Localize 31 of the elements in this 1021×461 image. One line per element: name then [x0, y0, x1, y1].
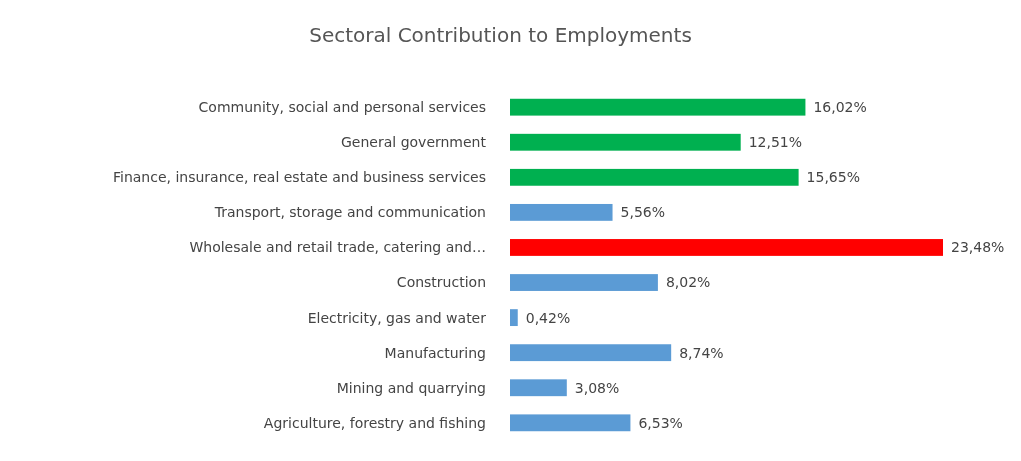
data-label: 16,02%: [813, 99, 867, 116]
bar: [510, 379, 567, 397]
y-tick-label: General government: [341, 134, 487, 151]
data-label: 12,51%: [748, 134, 803, 151]
y-tick-label: Manufacturing: [384, 344, 486, 361]
y-tick-label: Mining and quarrying: [336, 379, 486, 396]
bar: [510, 414, 631, 432]
y-tick-label: Electricity, gas and water: [307, 309, 487, 326]
bar: [510, 309, 518, 327]
data-label: 23,48%: [951, 239, 1005, 256]
data-label: 6,53%: [638, 414, 683, 431]
bar: [510, 274, 658, 291]
chart-title: Sectoral Contribution to Employments: [309, 23, 692, 47]
y-tick-label: Agriculture, forestry and fishing: [263, 414, 486, 431]
data-label: 8,74%: [679, 344, 724, 361]
data-label: 15,65%: [806, 169, 860, 186]
y-tick-label: Construction: [396, 274, 486, 291]
bar: [510, 168, 799, 186]
y-tick-label: Community, social and personal services: [198, 99, 486, 116]
data-label: 5,56%: [620, 204, 666, 221]
bar: [510, 344, 672, 362]
bar: [510, 203, 613, 221]
bar: [510, 133, 741, 151]
data-label: 8,02%: [665, 274, 711, 291]
bar: [510, 98, 806, 116]
bar: [510, 239, 943, 256]
data-label: 3,08%: [574, 379, 620, 396]
y-tick-label: Wholesale and retail trade, catering and…: [189, 239, 486, 256]
y-tick-label: Finance, insurance, real estate and business services: [112, 169, 486, 186]
data-label: 0,42%: [525, 309, 571, 326]
y-tick-label: Transport, storage and communication: [213, 204, 486, 221]
